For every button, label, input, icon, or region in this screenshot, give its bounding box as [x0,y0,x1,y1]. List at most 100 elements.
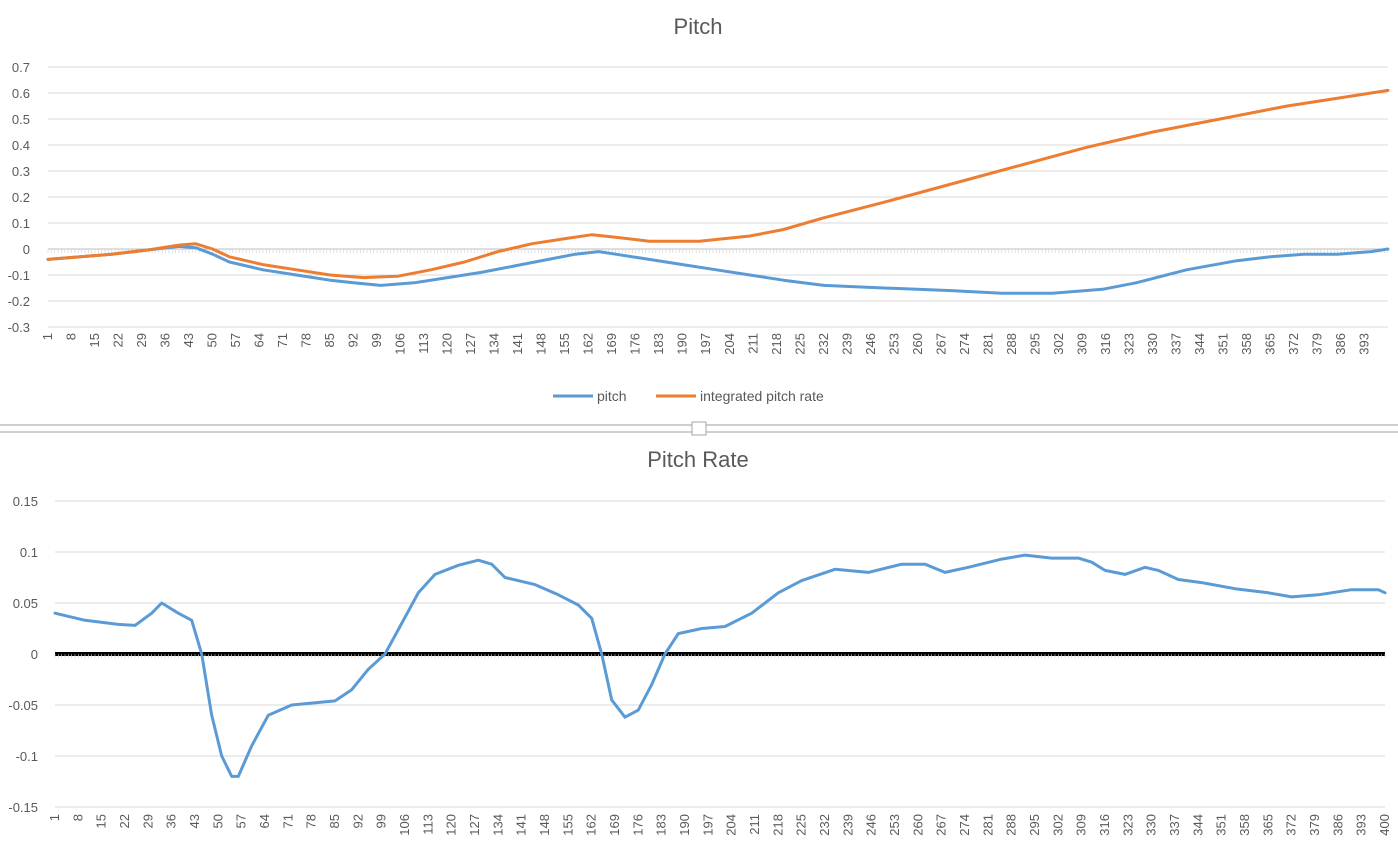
x-tick-label: 232 [816,333,831,355]
x-tick-label: 78 [304,814,319,828]
x-tick-label: 267 [933,333,948,355]
y-tick-label: 0.4 [12,138,30,153]
y-tick-label: 0.3 [12,164,30,179]
x-tick-label: 99 [369,333,384,347]
y-tick-label: -0.05 [8,698,38,713]
x-tick-label: 148 [537,814,552,836]
x-tick-label: 379 [1307,814,1322,836]
y-tick-label: -0.2 [8,294,30,309]
x-tick-label: 386 [1330,814,1345,836]
x-tick-label: 36 [164,814,179,828]
x-tick-label: 113 [420,814,435,835]
x-tick-label: 106 [393,333,408,355]
x-tick-label: 302 [1051,333,1066,355]
y-tick-labels: -0.15 -0.1 -0.05 0 0.05 0.1 0.15 [8,494,38,815]
x-tick-label: 309 [1074,814,1089,836]
x-tick-label: 85 [322,333,337,347]
x-tick-label: 120 [440,333,455,355]
x-tick-label: 218 [769,333,784,355]
series-lines [46,88,1390,295]
chart-divider[interactable] [0,421,1398,436]
x-tick-label: 183 [654,814,669,836]
legend-entry-pitch[interactable]: pitch [553,388,627,404]
x-tick-label: 99 [374,814,389,828]
x-tick-label: 372 [1286,333,1301,355]
x-tick-label: 134 [490,814,505,836]
x-tick-label: 183 [651,333,666,355]
y-tick-label: 0.6 [12,86,30,101]
y-tick-labels: -0.3 -0.2 -0.1 0 0.1 0.2 0.3 0.4 0.5 0.6 0.7 [8,60,30,335]
x-tick-label: 365 [1262,333,1277,355]
x-tick-label: 57 [234,814,249,828]
x-tick-label: 232 [817,814,832,836]
series-line-pitch [46,244,1390,295]
y-tick-label: -0.1 [8,268,30,283]
x-tick-label: 85 [327,814,342,828]
y-tick-label: 0.2 [12,190,30,205]
x-tick-label: 260 [910,814,925,836]
x-tick-label: 50 [210,814,225,828]
x-tick-label: 253 [886,333,901,355]
x-tick-label: 15 [87,333,102,347]
x-tick-label: 162 [581,333,596,355]
x-tick-label: 197 [698,333,713,355]
x-tick-label: 295 [1027,333,1042,355]
x-tick-label: 358 [1237,814,1252,836]
x-tick-label: 351 [1214,814,1229,836]
x-tick-label: 176 [628,333,643,355]
x-tick-label: 225 [792,333,807,355]
resize-handle[interactable] [691,421,707,436]
chart-title: Pitch Rate [647,447,749,472]
x-tick-label: 337 [1168,333,1183,355]
x-tick-label: 302 [1050,814,1065,836]
x-tick-label: 204 [724,814,739,836]
x-tick-label: 29 [140,814,155,828]
legend[interactable]: pitch integrated pitch rate [553,388,824,404]
gridlines [47,66,1389,328]
y-tick-label: 0.7 [12,60,30,75]
x-tick-label: 197 [700,814,715,836]
x-tick-label: 106 [397,814,412,836]
x-tick-label: 22 [111,333,126,347]
x-tick-label: 57 [228,333,243,347]
x-tick-label: 267 [934,814,949,836]
x-tick-label: 64 [252,333,267,347]
x-tick-label: 246 [863,333,878,355]
x-tick-label: 22 [117,814,132,828]
x-tick-label: 92 [346,333,361,347]
x-tick-label: 141 [510,333,525,355]
y-tick-label: -0.1 [16,749,38,764]
x-tick-label: 365 [1260,814,1275,836]
x-tick-label: 1 [47,814,62,821]
x-tick-label: 246 [864,814,879,836]
x-tick-label: 15 [94,814,109,828]
x-tick-label: 379 [1309,333,1324,355]
x-tick-label: 211 [745,333,760,354]
x-tick-label: 288 [1004,333,1019,355]
x-tick-labels: 1 8 15 22 29 36 43 50 57 64 71 78 85 92 99 106 113 120 127… [47,814,1392,836]
x-tick-label: 162 [584,814,599,836]
x-tick-label: 288 [1004,814,1019,836]
series-line-pitch-rate [53,553,1387,778]
x-tick-label: 393 [1356,333,1371,355]
x-tick-label: 400 [1377,814,1392,836]
x-tick-label: 127 [467,814,482,836]
legend-label: pitch [597,388,627,404]
legend-label: integrated pitch rate [700,388,824,404]
pitch-chart[interactable]: Pitch -0.3 -0.2 -0.1 0 0.1 0.2 0.3 0.4 0.5 0.6 0.7… [8,14,1390,404]
x-tick-label: 78 [299,333,314,347]
y-tick-label: 0.5 [12,112,30,127]
x-tick-label: 43 [181,333,196,347]
series-line-integrated-pitch-rate [46,88,1390,280]
legend-entry-integrated-pitch-rate[interactable]: integrated pitch rate [656,388,824,404]
x-tick-label: 330 [1145,333,1160,355]
x-tick-label: 309 [1074,333,1089,355]
x-tick-label: 316 [1098,333,1113,355]
x-tick-label: 337 [1167,814,1182,836]
y-tick-label: -0.15 [8,800,38,815]
x-tick-label: 204 [722,333,737,355]
x-tick-labels: 1 8 15 22 29 36 43 50 57 64 71 78 85 92 99 106 113 120 127… [40,333,1371,355]
x-tick-label: 260 [910,333,925,355]
